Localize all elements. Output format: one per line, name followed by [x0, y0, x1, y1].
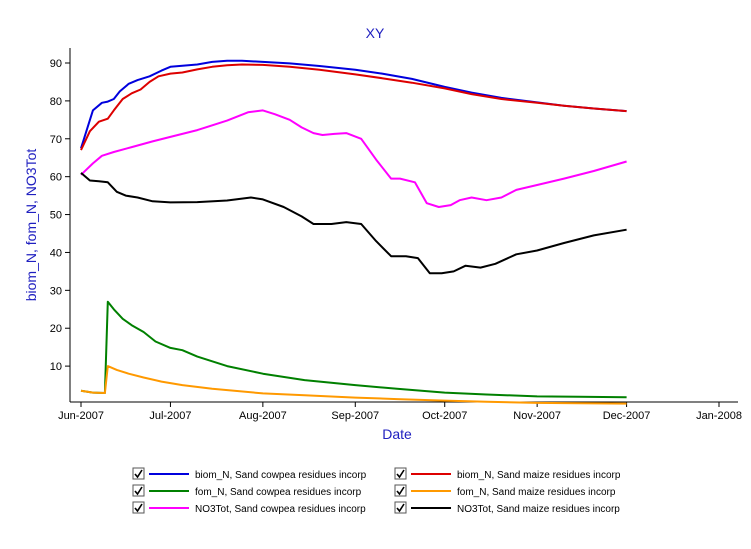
x-tick-label: Jan-2008	[696, 410, 742, 422]
legend: biom_N, Sand cowpea residues incorp biom_…	[132, 467, 621, 515]
legend-checkbox[interactable]	[394, 501, 407, 514]
x-tick-label: Jul-2007	[149, 410, 191, 422]
series-line-3	[80, 300, 627, 399]
series-line-5	[80, 109, 627, 208]
series-lines	[80, 59, 627, 405]
x-tick-label: Oct-2007	[422, 410, 467, 422]
legend-item-6[interactable]: NO3Tot, Sand maize residues incorp	[394, 501, 620, 515]
y-tick-label: 70	[50, 134, 62, 146]
checkmark-icon	[134, 503, 143, 513]
y-tick-label: 20	[50, 323, 62, 335]
x-tick-label: Jun-2007	[58, 410, 104, 422]
chart-title: XY	[366, 25, 385, 41]
legend-checkbox[interactable]	[394, 467, 407, 480]
checkmark-icon	[134, 486, 143, 496]
checkmark-icon	[396, 469, 405, 479]
y-tick-label: 40	[50, 247, 62, 259]
axes	[69, 48, 738, 403]
series-line-1	[80, 59, 627, 149]
legend-checkbox[interactable]	[132, 484, 145, 497]
y-tick-label: 60	[50, 172, 62, 184]
y-ticks: 10 20 30 40 50 60 70 80 90	[50, 58, 70, 373]
legend-checkbox[interactable]	[394, 484, 407, 497]
x-ticks: Jun-2007 Jul-2007 Aug-2007 Sep-2007 Oct-2007…	[58, 402, 742, 422]
legend-item-5[interactable]: NO3Tot, Sand cowpea residues incorp	[132, 501, 366, 515]
checkmark-icon	[396, 486, 405, 496]
x-axis-label: Date	[382, 426, 412, 442]
legend-label: NO3Tot, Sand cowpea residues incorp	[195, 504, 366, 515]
x-tick-label: Aug-2007	[239, 410, 287, 422]
legend-item-3[interactable]: fom_N, Sand cowpea residues incorp	[132, 484, 362, 498]
y-tick-label: 50	[50, 210, 62, 222]
legend-label: biom_N, Sand maize residues incorp	[457, 470, 621, 481]
y-tick-label: 90	[50, 58, 62, 70]
x-tick-label: Nov-2007	[513, 410, 561, 422]
legend-label: fom_N, Sand maize residues incorp	[457, 487, 616, 498]
x-tick-label: Dec-2007	[603, 410, 651, 422]
series-line-2	[80, 63, 627, 151]
legend-checkbox[interactable]	[132, 501, 145, 514]
legend-label: fom_N, Sand cowpea residues incorp	[195, 487, 362, 498]
legend-item-2[interactable]: biom_N, Sand maize residues incorp	[394, 467, 621, 481]
y-tick-label: 80	[50, 96, 62, 108]
legend-checkbox[interactable]	[132, 467, 145, 480]
legend-item-1[interactable]: biom_N, Sand cowpea residues incorp	[132, 467, 367, 481]
series-line-4	[80, 365, 627, 405]
legend-label: NO3Tot, Sand maize residues incorp	[457, 504, 620, 515]
legend-item-4[interactable]: fom_N, Sand maize residues incorp	[394, 484, 616, 498]
y-axis-label: biom_N, fom_N, NO3Tot	[23, 149, 39, 302]
checkmark-icon	[134, 469, 143, 479]
legend-label: biom_N, Sand cowpea residues incorp	[195, 470, 367, 481]
y-tick-label: 30	[50, 285, 62, 297]
y-tick-label: 10	[50, 361, 62, 373]
x-tick-label: Sep-2007	[331, 410, 379, 422]
checkmark-icon	[396, 503, 405, 513]
series-line-6	[80, 172, 627, 275]
